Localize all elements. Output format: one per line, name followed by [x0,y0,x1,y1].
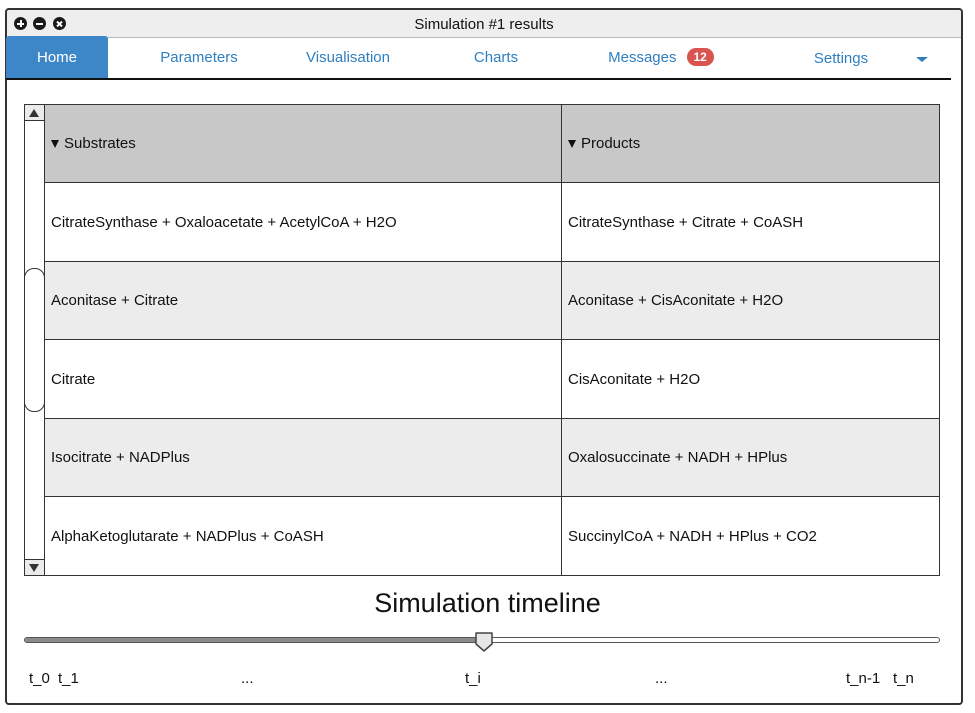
close-icon[interactable] [53,17,66,30]
scroll-thumb[interactable] [24,268,45,412]
timeline-label: ... [241,670,254,687]
scroll-down-arrow-icon[interactable] [25,559,44,575]
tab-settings[interactable]: Settings [786,37,896,79]
maximize-icon[interactable] [14,17,27,30]
substrates-cell: Aconitase + Citrate [45,262,562,339]
timeline-label: t_n [893,670,914,687]
timeline-slider-fill [25,638,482,642]
tab-label: Home [36,49,77,66]
tab-label: Visualisation [306,49,390,66]
column-header-substrates[interactable]: Substrates [45,105,562,182]
table-row[interactable]: Citrate CisAconitate + H2O [45,340,939,419]
timeline-label: t_1 [58,670,79,687]
timeline-slider-handle[interactable] [474,631,494,653]
tab-messages[interactable]: Messages 12 [586,36,736,78]
substrates-cell: Isocitrate + NADPlus [45,419,562,496]
timeline-label: t_n-1 [846,670,881,687]
tab-parameters[interactable]: Parameters [134,36,264,78]
table-row[interactable]: Isocitrate + NADPlus Oxalosuccinate + NA… [45,419,939,497]
column-header-label: Products [581,135,641,152]
products-cell: Aconitase + CisAconitate + H2O [568,292,784,309]
table-row[interactable]: CitrateSynthase + Oxaloacetate + AcetylC… [45,183,939,262]
tab-label: Settings [813,50,869,67]
table-row[interactable]: Aconitase + Citrate Aconitase + CisAconi… [45,262,939,340]
tab-home[interactable]: Home [6,36,108,78]
tab-bar: Home Parameters Visualisation Charts Mes… [6,36,951,80]
tab-label: Parameters [160,49,238,66]
timeline-label: t_0 [29,670,50,687]
table-header-row: Substrates Products [45,105,939,183]
title-bar: Simulation #1 results [7,10,961,38]
timeline-label: t_i [465,670,481,687]
reactions-table: Substrates Products CitrateSynthase + Ox… [44,104,940,576]
tab-label: Messages [608,49,677,66]
tab-visualisation[interactable]: Visualisation [283,36,413,78]
sort-down-icon [51,139,59,148]
tab-label: Charts [473,49,519,66]
timeline-label: ... [655,670,668,687]
products-cell: SuccinylCoA + NADH + HPlus + CO2 [568,527,817,545]
tab-charts[interactable]: Charts [436,36,556,78]
minimize-icon[interactable] [33,17,46,30]
substrates-cell: Citrate [45,340,562,418]
products-cell: CitrateSynthase + Citrate + CoASH [568,213,804,231]
scroll-up-arrow-icon[interactable] [25,105,44,121]
products-cell: Oxalosuccinate + NADH + HPlus [568,449,788,466]
table-row[interactable]: AlphaKetoglutarate + NADPlus + CoASH Suc… [45,497,939,575]
chevron-down-icon[interactable] [916,57,928,62]
column-header-products[interactable]: Products [562,105,939,182]
substrates-cell: AlphaKetoglutarate + NADPlus + CoASH [45,497,562,575]
sort-down-icon [568,139,576,148]
column-header-label: Substrates [64,135,136,152]
messages-count-badge: 12 [686,48,714,66]
substrates-cell: CitrateSynthase + Oxaloacetate + AcetylC… [45,183,562,261]
table-scrollbar[interactable] [24,104,45,576]
products-cell: CisAconitate + H2O [568,370,701,388]
timeline-title: Simulation timeline [374,588,601,618]
window-title: Simulation #1 results [414,16,554,33]
